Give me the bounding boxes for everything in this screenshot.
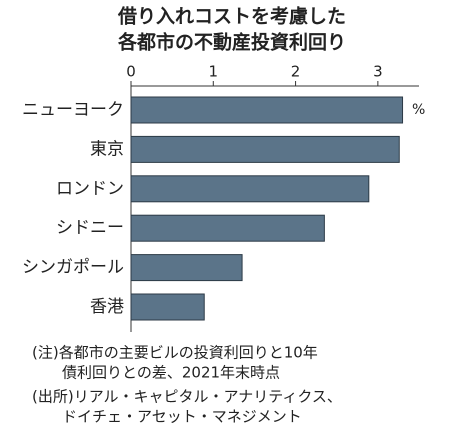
bar xyxy=(130,254,243,282)
y-tick-label: シンガポール xyxy=(22,258,124,278)
x-tick-label: 2 xyxy=(291,63,301,81)
x-tick-label: 1 xyxy=(209,63,219,81)
y-tick-label: シドニー xyxy=(56,218,124,238)
bar xyxy=(130,293,205,321)
bar xyxy=(130,96,404,124)
x-tick-label: 3 xyxy=(373,63,383,81)
note: (注)各都市の主要ビルの投資利回りと10年 xyxy=(32,344,318,362)
unit-label: % xyxy=(412,102,425,118)
note: 債利回りとの差、2021年末時点 xyxy=(32,364,280,382)
y-tick-label: ニューヨーク xyxy=(22,100,124,120)
y-tick-label: 香港 xyxy=(90,297,124,317)
note: (出所)リアル・キャピタル・アナリティクス、 xyxy=(32,388,342,406)
note: ドイチェ・アセット・マネジメント xyxy=(32,408,302,426)
y-tick-label: ロンドン xyxy=(56,179,124,199)
bar xyxy=(130,175,370,203)
bar xyxy=(130,214,325,242)
x-tick-label: 0 xyxy=(126,63,136,81)
chart-title: 借り入れコストを考慮した xyxy=(117,5,346,28)
chart-title: 各都市の不動産投資利回り xyxy=(117,31,346,54)
bar xyxy=(130,135,400,163)
y-tick-label: 東京 xyxy=(90,139,124,159)
